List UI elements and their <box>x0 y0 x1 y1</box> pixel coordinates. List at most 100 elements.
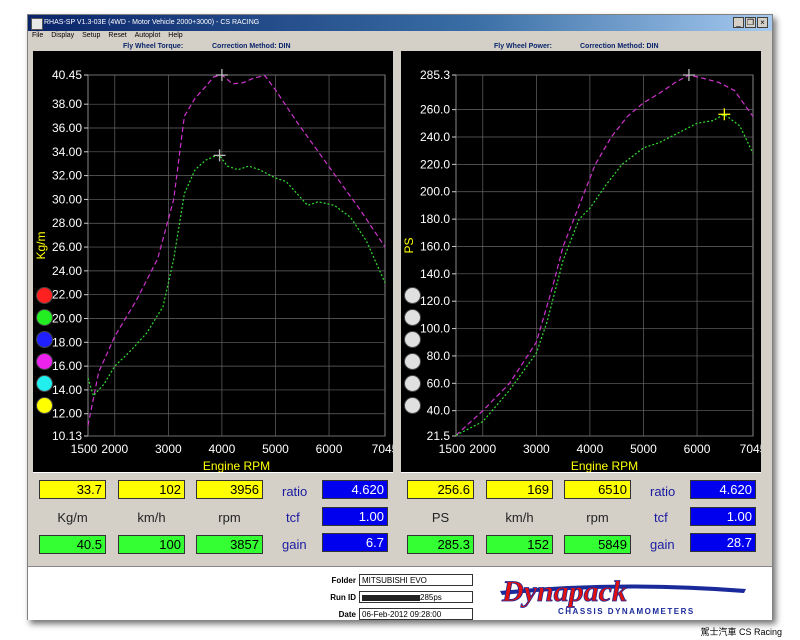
channel-lamp-3[interactable] <box>36 331 53 348</box>
y-tick-label: 18.00 <box>52 335 82 349</box>
x-tick-label: 3000 <box>155 442 182 456</box>
power-rpm-value: 6510 <box>564 480 631 499</box>
series-line-1 <box>87 154 386 398</box>
power-gain-label: gain <box>650 537 675 552</box>
channel-lamp-4[interactable] <box>404 353 421 370</box>
torque-rpm-value: 3956 <box>196 480 263 499</box>
tcf-value: 1.00 <box>322 507 388 526</box>
runid-redaction <box>362 594 420 601</box>
power-current-value: 256.6 <box>407 480 474 499</box>
series-line-0 <box>87 74 386 426</box>
gain-value: 6.7 <box>322 533 388 552</box>
photo-caption: 駕士汽車 CS Racing <box>700 627 782 637</box>
power-gain-value: 28.7 <box>690 533 756 552</box>
y-tick-label: 180.0 <box>420 212 450 226</box>
power-readout-panel: 256.6 169 6510 PS km/h rpm 285.3 152 584… <box>401 472 761 567</box>
torque-peak-value: 40.5 <box>39 535 106 554</box>
x-tick-label: 1500 <box>71 442 98 456</box>
dynapack-logo: Dynapack CHASSIS DYNAMOMETERS <box>500 575 746 616</box>
menu-reset[interactable]: Reset <box>108 32 127 39</box>
y-tick-label: 120.0 <box>420 294 450 308</box>
title-bar: RHAS-SP V1.3-03E (4WD - Motor Vehicle 20… <box>28 15 772 31</box>
x-tick-label: 4000 <box>577 442 604 456</box>
y-tick-label: 60.0 <box>427 376 451 390</box>
x-tick-label: 7045 <box>372 442 393 456</box>
x-axis-label: Engine RPM <box>571 459 638 472</box>
power-peak-value: 285.3 <box>407 535 474 554</box>
y-tick-label: 16.00 <box>52 359 82 373</box>
series-line-0 <box>455 74 754 436</box>
channel-lamp-5[interactable] <box>404 375 421 392</box>
minimize-button[interactable]: _ <box>733 17 744 28</box>
y-tick-label: 20.00 <box>52 311 82 325</box>
y-tick-label: 285.3 <box>420 68 450 82</box>
channel-lamp-6[interactable] <box>404 397 421 414</box>
channel-lamp-6[interactable] <box>36 397 53 414</box>
run-info-footer: Folder MITSUBISHI EVO Run ID 285ps Date … <box>28 566 772 620</box>
menu-display[interactable]: Display <box>51 32 75 39</box>
app-icon <box>31 18 43 30</box>
power-speed-unit-label: km/h <box>505 510 534 525</box>
menu-bar: File Display Setup Reset Autoplot Help <box>28 31 772 41</box>
power-ratio-value: 4.620 <box>690 480 756 499</box>
torque-peak-speed: 100 <box>118 535 185 554</box>
logo-wordmark: Dynapack <box>501 575 627 608</box>
menu-file[interactable]: File <box>32 32 44 39</box>
y-tick-label: 220.0 <box>420 157 450 171</box>
plot-frame <box>455 74 754 437</box>
channel-lamp-4[interactable] <box>36 353 53 370</box>
folder-field[interactable]: MITSUBISHI EVO <box>359 574 473 586</box>
power-ratio-label: ratio <box>650 484 676 499</box>
y-axis-label: Kg/m <box>34 231 48 259</box>
x-tick-label: 2000 <box>101 442 128 456</box>
date-label: Date <box>338 610 356 619</box>
channel-lamp-1[interactable] <box>36 287 53 304</box>
ratio-label: ratio <box>282 484 308 499</box>
y-tick-label: 10.13 <box>52 429 82 443</box>
y-tick-label: 28.00 <box>52 216 82 230</box>
power-header-method: Correction Method: DIN <box>580 43 659 50</box>
y-tick-label: 140.0 <box>420 267 450 281</box>
logo-subtitle: CHASSIS DYNAMOMETERS <box>558 607 695 616</box>
menu-setup[interactable]: Setup <box>82 32 101 39</box>
power-tcf-label: tcf <box>654 510 668 525</box>
x-tick-label: 4000 <box>209 442 236 456</box>
menu-help[interactable]: Help <box>168 32 183 39</box>
x-tick-label: 7045 <box>740 442 761 456</box>
maximize-button[interactable]: ❐ <box>745 17 756 28</box>
power-tcf-value: 1.00 <box>690 507 756 526</box>
dyno-app-window: RHAS-SP V1.3-03E (4WD - Motor Vehicle 20… <box>27 14 773 620</box>
runid-field[interactable]: 285ps <box>359 591 473 603</box>
y-tick-label: 80.0 <box>427 349 451 363</box>
channel-lamp-2[interactable] <box>404 309 421 326</box>
power-unit-label: PS <box>431 510 450 525</box>
torque-current-value: 33.7 <box>39 480 106 499</box>
channel-lamp-3[interactable] <box>404 331 421 348</box>
close-button[interactable]: × <box>757 17 768 28</box>
x-tick-label: 5000 <box>630 442 657 456</box>
y-tick-label: 34.00 <box>52 145 82 159</box>
channel-lamp-2[interactable] <box>36 309 53 326</box>
y-tick-label: 22.00 <box>52 288 82 302</box>
torque-header-label: Fly Wheel Torque: <box>123 43 184 50</box>
x-tick-label: 5000 <box>262 442 289 456</box>
menu-autoplot[interactable]: Autoplot <box>134 32 161 39</box>
power-peak-rpm: 5849 <box>564 535 631 554</box>
y-tick-label: 38.00 <box>52 97 82 111</box>
y-tick-label: 200.0 <box>420 185 450 199</box>
date-field[interactable]: 06-Feb-2012 09:28:00 <box>359 608 473 620</box>
y-tick-label: 100.0 <box>420 322 450 336</box>
x-tick-label: 3000 <box>523 442 550 456</box>
channel-lamp-1[interactable] <box>404 287 421 304</box>
power-speed-value: 169 <box>486 480 553 499</box>
y-tick-label: 36.00 <box>52 121 82 135</box>
y-tick-label: 160.0 <box>420 239 450 253</box>
channel-lamp-5[interactable] <box>36 375 53 392</box>
y-tick-label: 21.5 <box>427 429 451 443</box>
folder-label: Folder <box>331 576 356 585</box>
power-peak-speed: 152 <box>486 535 553 554</box>
runid-label: Run ID <box>330 593 356 602</box>
series-line-1 <box>455 113 754 436</box>
y-tick-label: 40.0 <box>427 404 451 418</box>
